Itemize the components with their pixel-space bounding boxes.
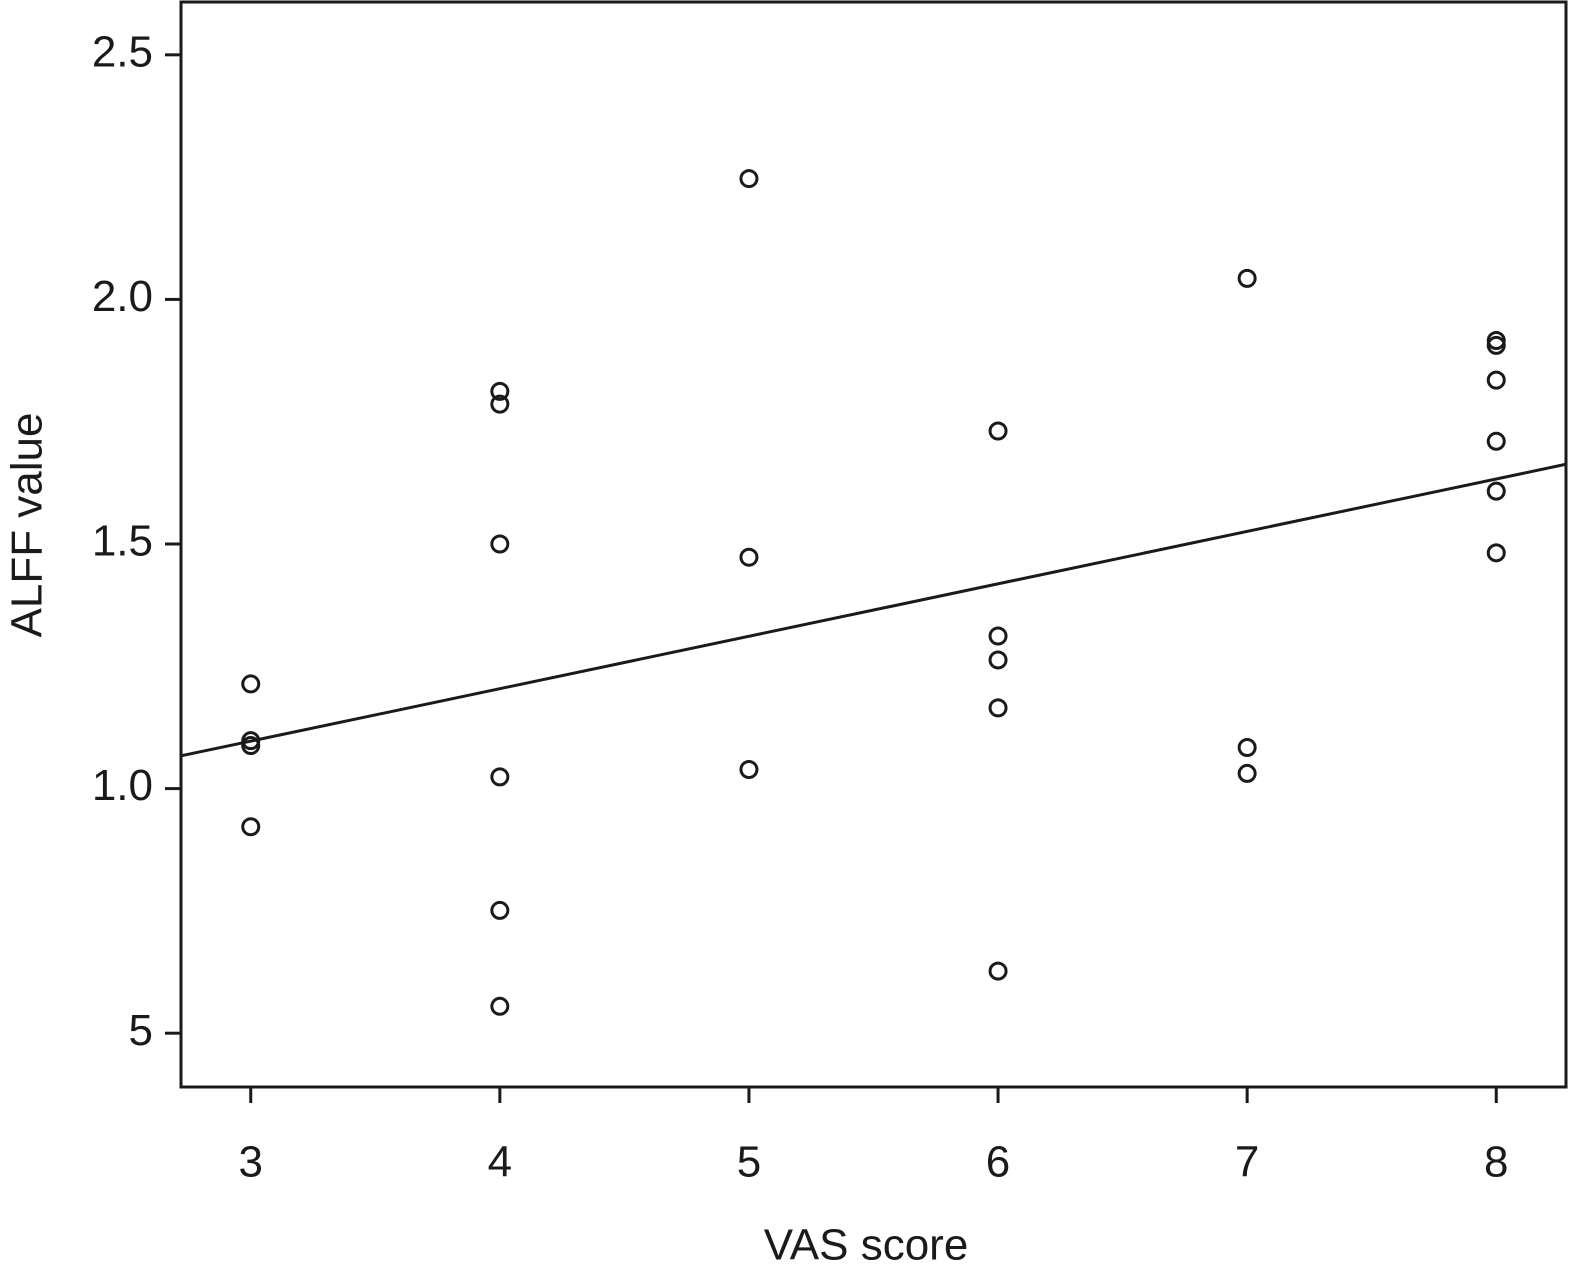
scatter-point — [1237, 268, 1257, 288]
y-tick-label: 1.5 — [92, 517, 153, 566]
scatter-point — [988, 698, 1008, 718]
y-axis-label: ALFF value — [3, 413, 52, 638]
x-axis-label: VAS score — [764, 1221, 969, 1270]
scatter-point — [490, 767, 510, 787]
scatter-point — [1486, 370, 1506, 390]
scatter-point — [490, 394, 510, 414]
scatter-point — [490, 900, 510, 920]
x-tick-label: 5 — [737, 1138, 761, 1187]
scatter-point — [988, 961, 1008, 981]
trend-line — [180, 462, 1567, 758]
x-tick-label: 6 — [986, 1138, 1010, 1187]
scatter-point — [1486, 481, 1506, 501]
scatter-point — [1486, 431, 1506, 451]
x-tick-label: 7 — [1235, 1138, 1259, 1187]
scatter-point — [739, 169, 759, 189]
scatter-point — [490, 996, 510, 1016]
scatter-point — [1486, 335, 1506, 355]
scatter-point — [241, 736, 261, 756]
y-tick-label: 5 — [129, 1006, 153, 1055]
x-tick-label: 3 — [239, 1138, 263, 1187]
scatter-point — [241, 817, 261, 837]
plot-frame — [179, 0, 1568, 1089]
scatter-point — [1237, 763, 1257, 783]
y-tick-label: 1.0 — [92, 761, 153, 810]
scatter-point — [1237, 738, 1257, 758]
scatter-point — [739, 760, 759, 780]
y-tick-label: 2.0 — [92, 272, 153, 321]
scatter-point — [490, 534, 510, 554]
x-tick-label: 4 — [488, 1138, 512, 1187]
scatter-point — [988, 650, 1008, 670]
x-tick-label: 8 — [1484, 1138, 1508, 1187]
scatter-point — [241, 674, 261, 694]
scatter-point — [988, 626, 1008, 646]
scatter-point — [490, 381, 510, 401]
scatter-point — [739, 547, 759, 567]
y-tick-label: 2.5 — [92, 27, 153, 76]
scatter-point — [988, 421, 1008, 441]
scatter-point — [1486, 543, 1506, 563]
